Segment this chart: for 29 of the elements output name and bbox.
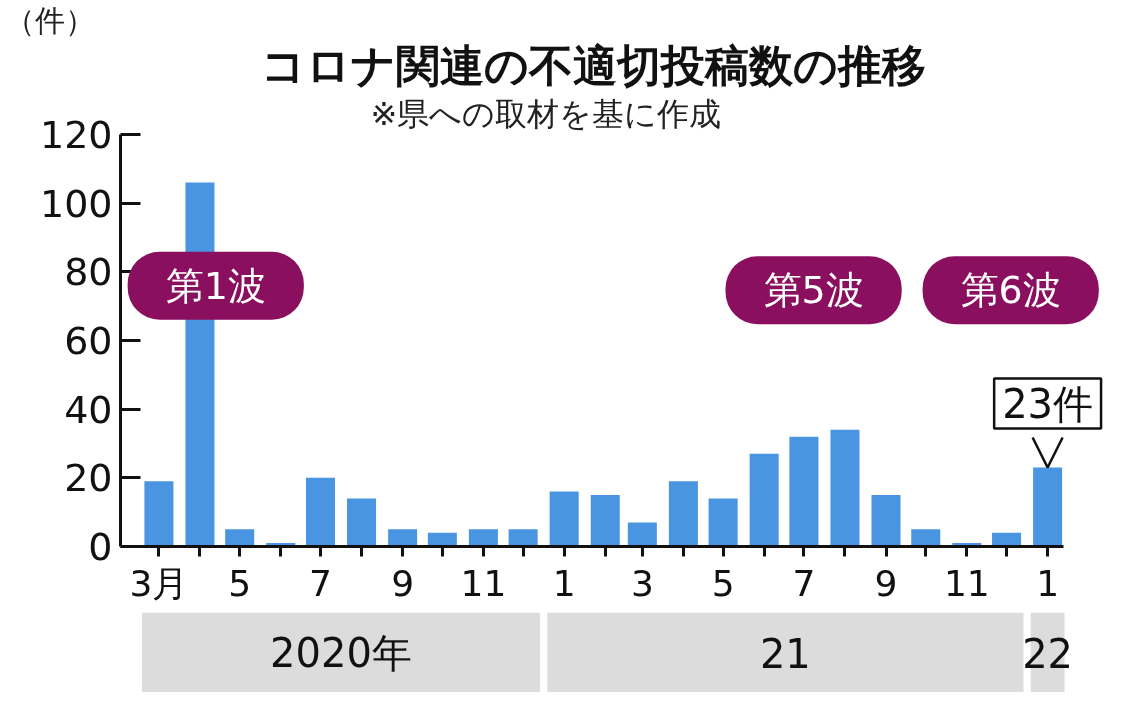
data-label: 23件	[1002, 380, 1094, 427]
y-tick-label: 40	[64, 387, 113, 432]
x-tick-label: 5	[711, 562, 735, 604]
chart-title: コロナ関連の不適切投稿数の推移	[260, 39, 926, 91]
annotation: 第1波	[165, 263, 266, 308]
y-tick-label: 0	[88, 525, 113, 569]
annotation: 第6波	[960, 268, 1061, 313]
x-tick-label: 7	[792, 562, 816, 604]
x-tick-label: 5	[228, 562, 252, 604]
text: 21	[759, 630, 811, 677]
x-tick-label: 11	[460, 562, 507, 604]
y-tick-label: 80	[64, 250, 113, 295]
text: 22	[1022, 630, 1074, 677]
y-tick-label: 60	[64, 319, 113, 363]
annotation: 第5波	[763, 268, 864, 313]
y-tick-label: 100	[39, 181, 113, 226]
text: 2020年	[270, 629, 412, 676]
y-axis-title: （件）	[4, 2, 95, 38]
x-tick-label: 1	[1036, 562, 1060, 604]
x-tick-label: 11	[943, 562, 990, 604]
x-tick-label: 7	[309, 562, 332, 604]
chart-subtitle: ※県への取材を基に作成	[370, 94, 722, 133]
x-tick-label: 1	[552, 562, 576, 604]
x-tick-label: 9	[874, 562, 898, 604]
x-tick-label: 3	[630, 562, 654, 604]
x-tick-label: 3月	[129, 562, 189, 604]
y-tick-label: 120	[39, 113, 113, 157]
y-tick-label: 20	[64, 456, 113, 501]
x-tick-label: 9	[391, 562, 415, 604]
